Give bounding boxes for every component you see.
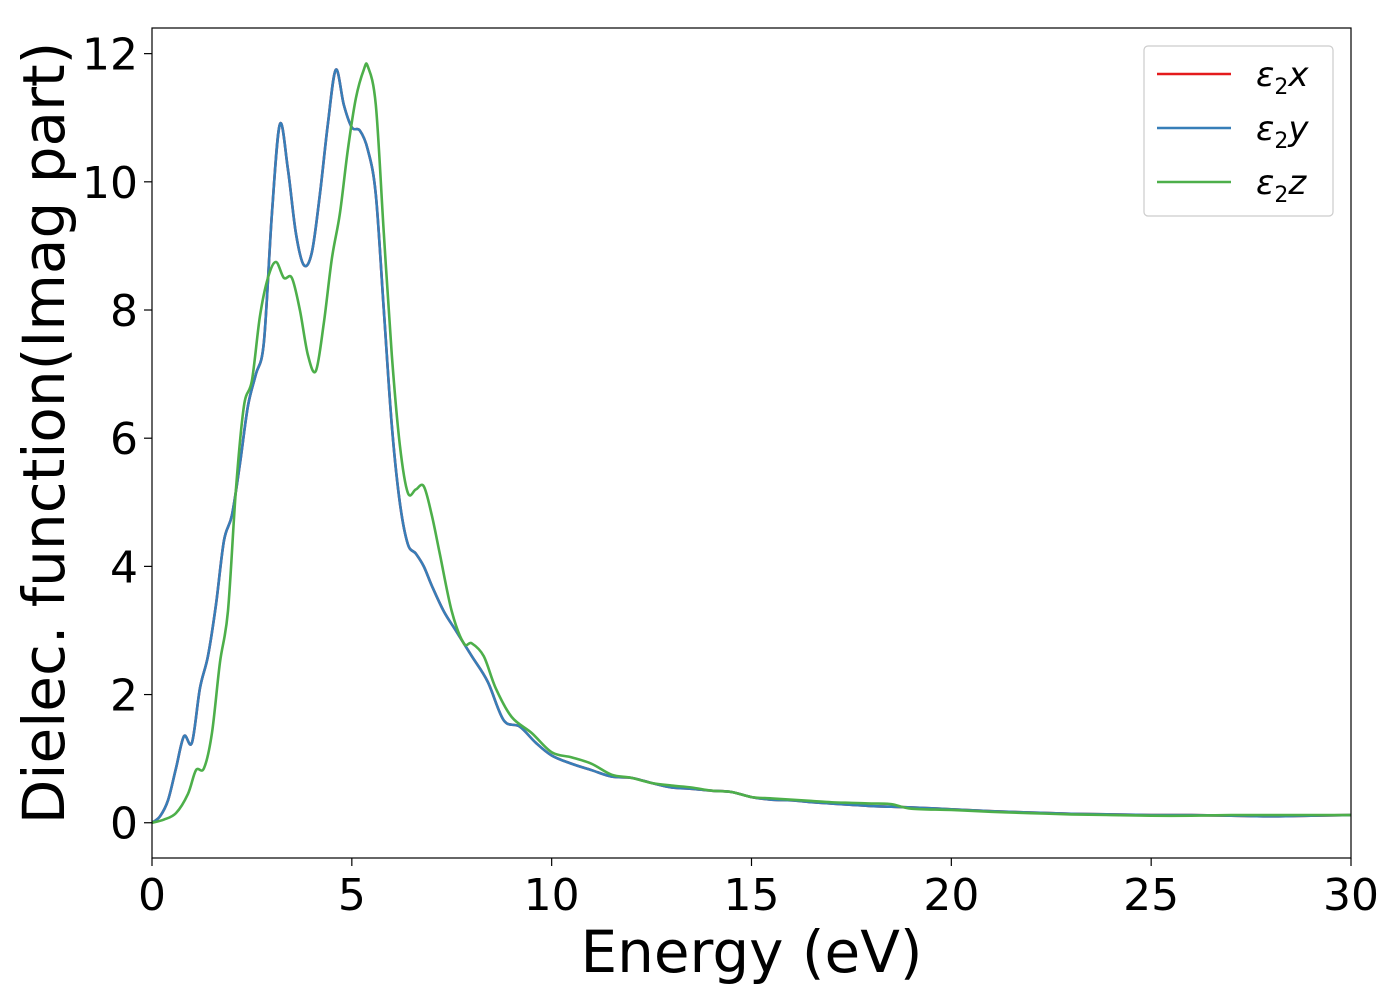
y-tick-label: 0: [110, 799, 138, 850]
y-tick-label: 12: [82, 30, 138, 81]
y-tick-label: 8: [110, 286, 138, 337]
plot-lines: [152, 62, 1351, 825]
x-tick-label: 30: [1323, 870, 1379, 921]
x-axis-ticks: 0 5 10 15 20 25 30: [138, 858, 1379, 921]
legend-box: [1143, 45, 1334, 217]
legend-label: ε2x: [1256, 55, 1309, 100]
x-axis-label: Energy (eV): [580, 918, 922, 986]
x-tick-label: 15: [724, 870, 780, 921]
x-tick-label: 20: [923, 870, 979, 921]
y-axis-label: Dielec. function(Imag part): [10, 42, 78, 825]
y-tick-label: 4: [110, 542, 138, 593]
legend-label: ε2z: [1256, 163, 1307, 208]
y-tick-label: 6: [110, 414, 138, 465]
legend-label: ε2y: [1256, 109, 1309, 154]
x-tick-label: 0: [138, 870, 166, 921]
series-line-3: [152, 62, 1351, 825]
y-axis-ticks: 0 2 4 6 8 10 12: [82, 30, 152, 850]
x-tick-label: 10: [524, 870, 580, 921]
y-tick-label: 10: [82, 158, 138, 209]
legend: ε2x ε2y ε2z: [1143, 45, 1334, 217]
x-tick-label: 25: [1123, 870, 1179, 921]
series-line-2: [152, 68, 1351, 825]
x-tick-label: 5: [338, 870, 366, 921]
y-tick-label: 2: [110, 671, 138, 722]
